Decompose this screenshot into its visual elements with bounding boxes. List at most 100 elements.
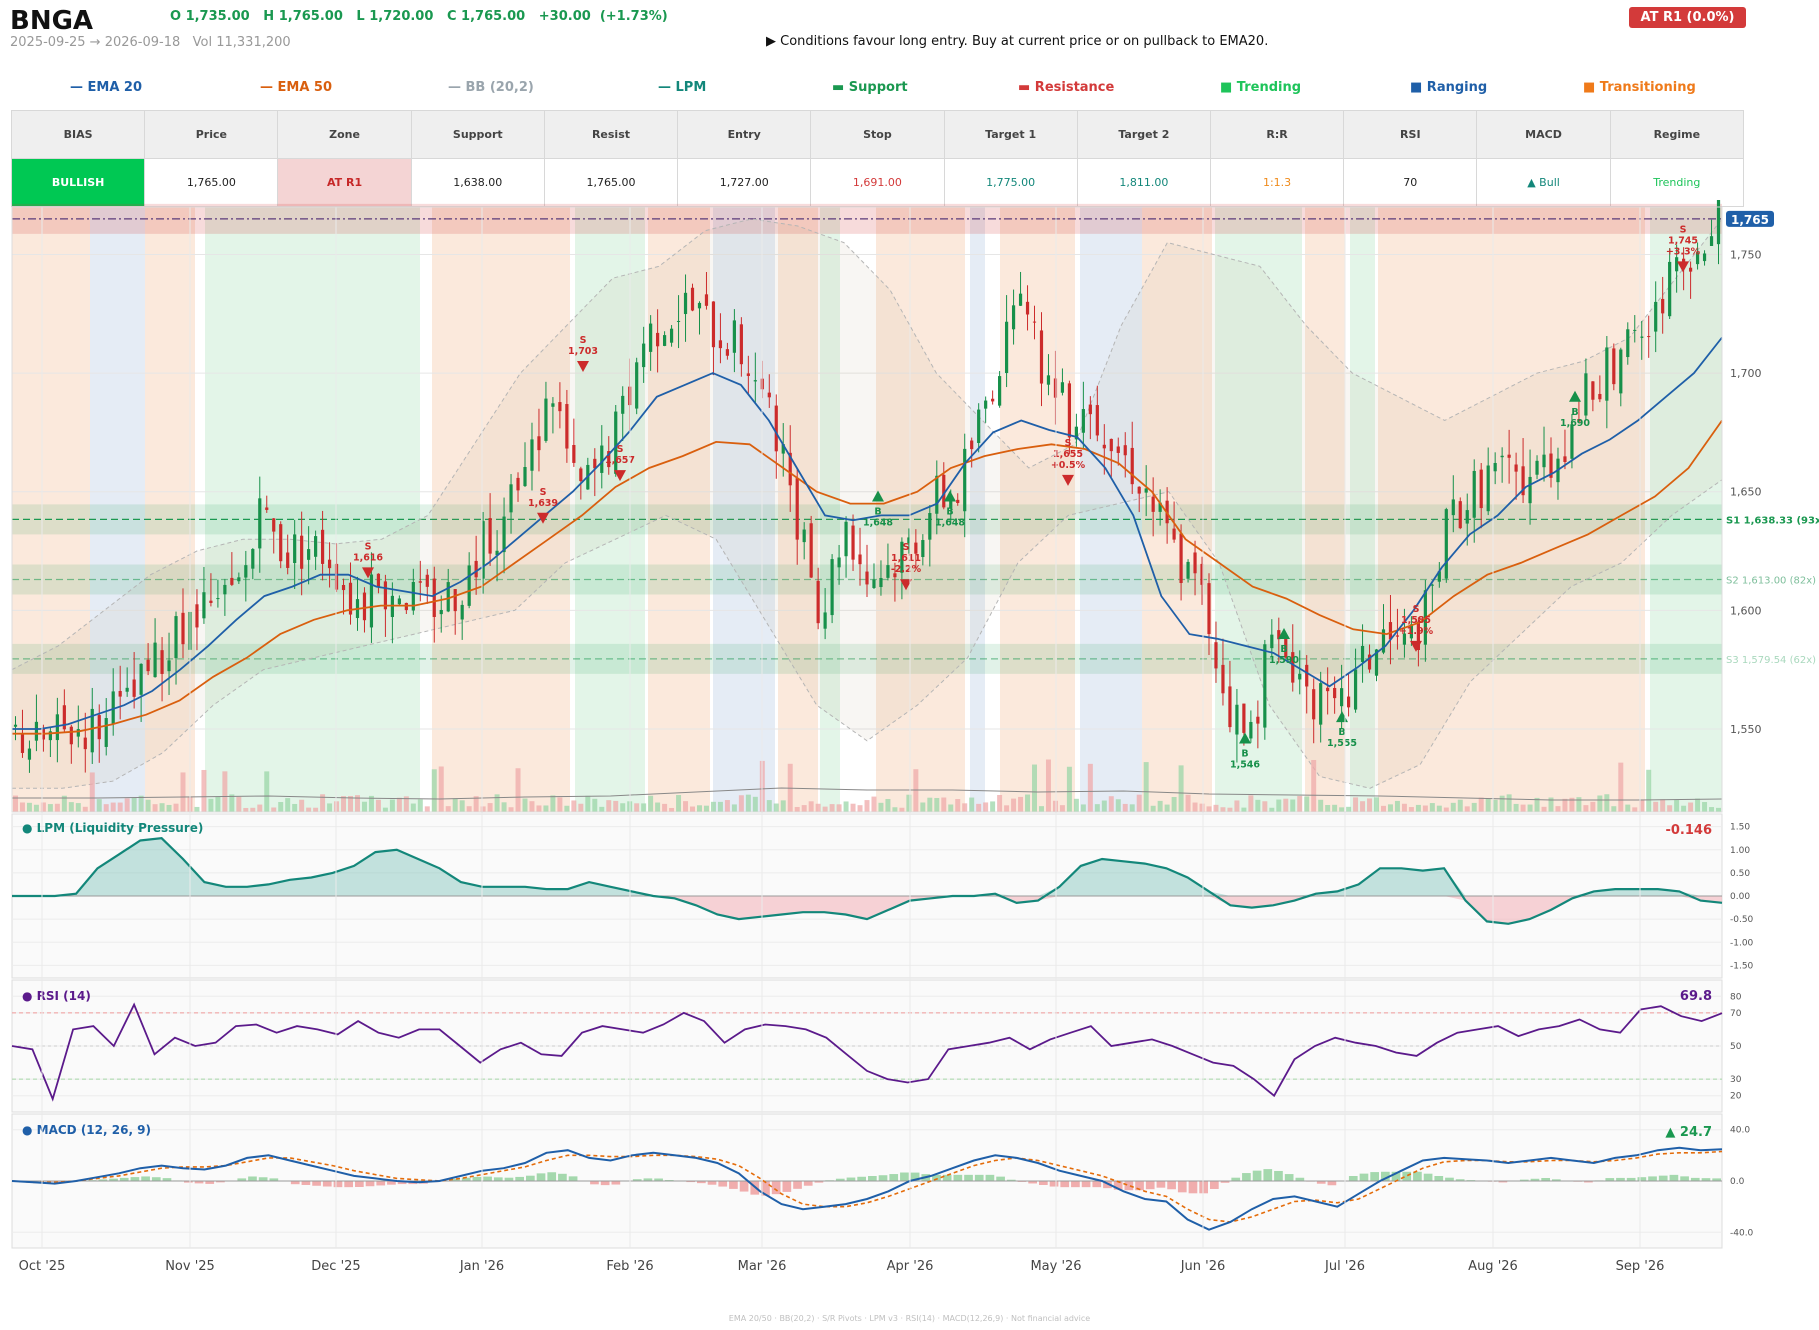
candle-body-187	[1319, 683, 1323, 725]
candle-body-243	[1709, 236, 1714, 246]
macd-hist-125	[1348, 1175, 1358, 1181]
volume-bar-90	[641, 803, 647, 812]
volume-bar-32	[236, 796, 242, 812]
volume-bar-1	[19, 802, 25, 812]
chart-legend: — EMA 20 — EMA 50 — BB (20,2) — LPM ▬ Suppor…	[60, 80, 1750, 100]
candle-body-98	[697, 302, 702, 309]
volume-bar-4	[40, 802, 46, 812]
summary-header-row: BIAS Price Zone Support Resist Entry Stop Targe…	[10, 110, 1745, 159]
candle-body-89	[635, 362, 639, 409]
candle-body-50	[362, 592, 367, 621]
candle-body-161	[1137, 486, 1141, 494]
macd-hist-123	[1327, 1181, 1337, 1186]
volume-bar-85	[606, 800, 612, 812]
candle-body-194	[1367, 654, 1372, 670]
candle-body-90	[642, 343, 646, 368]
macd-hist-14	[162, 1178, 172, 1181]
macd-hist-78	[846, 1177, 856, 1181]
candle-body-124	[879, 577, 883, 588]
candle-body-191	[1346, 696, 1351, 708]
volume-bar-35	[257, 804, 263, 812]
legend-item-0: — EMA 20	[70, 80, 143, 95]
candle-body-167	[1179, 533, 1183, 584]
volume-bar-180	[1269, 807, 1275, 812]
volume-bar-43	[313, 807, 319, 812]
volume-bar-130	[920, 802, 926, 812]
volume-bar-29	[215, 796, 221, 812]
macd-hist-24	[269, 1178, 279, 1181]
macd-hist-104	[1124, 1181, 1134, 1191]
volume-bar-176	[1241, 807, 1247, 812]
volume-bar-129	[913, 769, 919, 812]
volume-bar-103	[731, 804, 737, 812]
summary-value-regime: Trending	[1609, 158, 1745, 207]
candle-body-179	[1263, 644, 1267, 728]
x-tick-4: Feb '26	[606, 1259, 653, 1274]
candle-body-11	[90, 708, 94, 753]
candle-body-129	[914, 542, 918, 554]
volume-bar-33	[243, 807, 249, 812]
volume-bar-186	[1311, 759, 1317, 812]
macd-hist-153	[1648, 1176, 1657, 1181]
macd-hist-26	[290, 1181, 300, 1185]
candle-body-57	[411, 582, 415, 611]
lpm-negative-fill	[12, 896, 1722, 924]
candle-body-105	[746, 373, 750, 376]
candle-body-122	[865, 571, 869, 585]
macd-hist-35	[387, 1181, 396, 1185]
volume-bar-81	[578, 803, 584, 812]
volume-bar-104	[738, 795, 744, 812]
candle-body-183	[1291, 652, 1295, 683]
volume-bar-244	[1716, 807, 1721, 812]
regime-band-13	[1080, 207, 1142, 812]
signal-marker-0	[362, 567, 374, 579]
lpm-last-value: -0.146	[1665, 823, 1712, 838]
volume-bar-115	[815, 803, 821, 812]
macd-hist-144	[1552, 1179, 1561, 1181]
candle-body-204	[1437, 571, 1441, 582]
lpm-line	[12, 837, 1723, 925]
candle-body-192	[1353, 669, 1358, 710]
candle-body-213	[1500, 455, 1504, 458]
volume-bar-71	[508, 807, 514, 812]
signal-label-13: S 1,745 +3.3%	[1666, 224, 1701, 257]
macd-hist-70	[761, 1181, 770, 1196]
volume-bar-209	[1471, 802, 1477, 812]
volume-bar-133	[941, 797, 947, 812]
candle-body-23	[174, 616, 178, 659]
volume-bar-200	[1408, 807, 1414, 812]
candle-body-169	[1193, 552, 1197, 574]
macd-hist-29	[322, 1181, 332, 1187]
volume-bar-76	[543, 805, 549, 812]
ohlc-readout: O 1,735.00 H 1,765.00 L 1,720.00 C 1,765…	[170, 9, 668, 24]
candle-body-75	[537, 436, 541, 451]
volume-bar-149	[1052, 800, 1058, 812]
regime-band-10	[876, 207, 965, 812]
x-tick-3: Jan '26	[459, 1259, 504, 1274]
candle-body-132	[935, 475, 939, 514]
candle-body-97	[690, 287, 695, 311]
volume-bar-220	[1548, 797, 1554, 812]
macd-hist-32	[355, 1181, 364, 1188]
summary-value-target-1: 1,775.00	[943, 158, 1078, 207]
macd-hist-47	[515, 1176, 524, 1181]
candle-body-127	[900, 541, 904, 573]
macd-hist-27	[301, 1181, 311, 1185]
volume-bar-147	[1039, 806, 1044, 812]
lpm-tick-5: -1.00	[1730, 938, 1754, 948]
volume-bar-47	[341, 796, 347, 812]
candle-body-41	[300, 535, 304, 569]
candle-body-44	[320, 529, 325, 564]
volume-bar-215	[1513, 803, 1519, 812]
macd-hist-83	[900, 1172, 909, 1181]
candle-body-156	[1102, 444, 1106, 449]
date-range-volume: 2025-09-25 → 2026-09-18 Vol 11,331,200	[10, 35, 291, 50]
macd-hist-18	[205, 1181, 215, 1184]
volume-bar-197	[1387, 804, 1393, 812]
macd-hist-21	[237, 1178, 247, 1181]
volume-bar-124	[878, 802, 884, 812]
candle-body-112	[795, 478, 799, 540]
candle-body-181	[1277, 630, 1281, 640]
candle-body-193	[1360, 645, 1365, 663]
